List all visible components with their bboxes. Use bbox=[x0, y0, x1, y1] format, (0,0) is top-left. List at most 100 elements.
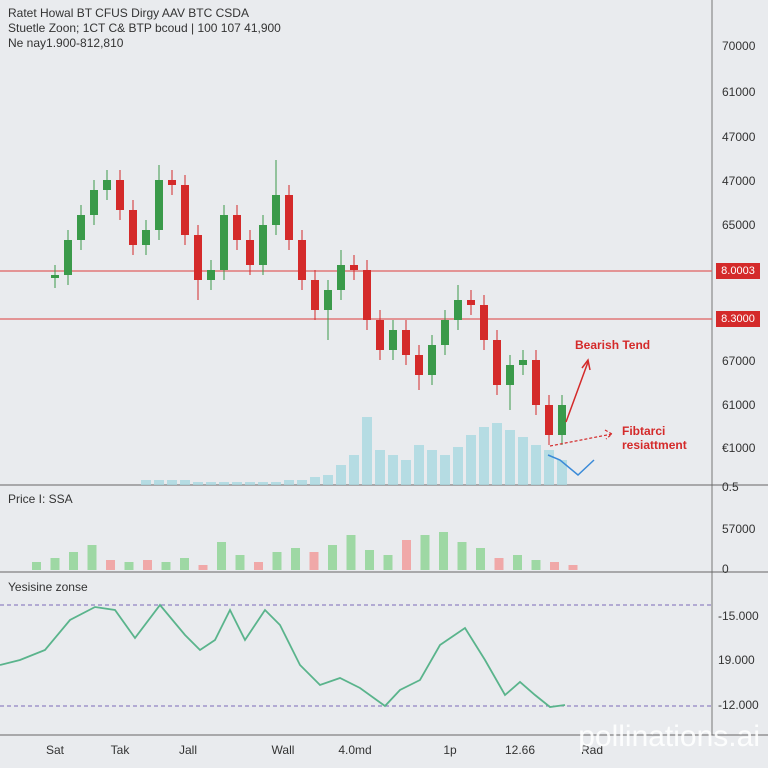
oscillator-line bbox=[0, 603, 566, 708]
volume-bar bbox=[453, 447, 463, 485]
candle-body bbox=[337, 265, 345, 290]
candle-body bbox=[376, 320, 384, 350]
volume-bar bbox=[258, 482, 268, 485]
candle-body bbox=[77, 215, 85, 240]
bar bbox=[106, 560, 115, 570]
annotation-line: Fibtarci bbox=[622, 424, 665, 438]
volume-bar bbox=[414, 445, 424, 485]
bar bbox=[87, 545, 97, 570]
candle-body bbox=[220, 215, 228, 270]
x-tick-label: Sat bbox=[46, 743, 65, 757]
volume-bar bbox=[440, 455, 450, 485]
level-label: 8.3000 bbox=[721, 313, 755, 325]
bar bbox=[235, 555, 245, 570]
annotation: Fibtarci resiattment bbox=[622, 424, 687, 452]
bar bbox=[50, 558, 60, 570]
x-tick-label: Rad bbox=[581, 743, 603, 757]
bar bbox=[254, 562, 263, 570]
candle-body bbox=[363, 270, 371, 320]
volume-bar bbox=[310, 477, 320, 485]
x-tick-label: 12.66 bbox=[505, 743, 535, 757]
volume-bar bbox=[167, 480, 177, 485]
bar bbox=[143, 560, 152, 570]
bar bbox=[328, 545, 337, 570]
bar bbox=[402, 540, 411, 570]
bar bbox=[272, 552, 282, 570]
volume-bar bbox=[336, 465, 346, 485]
candle-body bbox=[467, 300, 475, 305]
candle-body bbox=[272, 195, 280, 225]
x-tick-label: 1p bbox=[443, 743, 457, 757]
level-label-box bbox=[716, 263, 760, 279]
axis-label: 70000 bbox=[722, 39, 756, 53]
bar bbox=[217, 542, 226, 570]
panel-title: Price I: SSA bbox=[8, 492, 73, 506]
candle-body bbox=[415, 355, 423, 375]
bar bbox=[383, 555, 393, 570]
candle-body bbox=[532, 360, 540, 405]
panel-title: Yesisine zonse bbox=[8, 580, 88, 594]
watermark: pollinations.ai bbox=[578, 720, 760, 753]
candle-body bbox=[441, 320, 449, 345]
volume-bar bbox=[518, 437, 528, 485]
candle-body bbox=[350, 265, 358, 270]
volume-bar bbox=[401, 460, 411, 485]
candle-body bbox=[402, 330, 410, 355]
axis-label: 0 bbox=[722, 562, 729, 576]
candle-body bbox=[298, 240, 306, 280]
annotation: Bearish Tend bbox=[575, 338, 650, 352]
volume-bar bbox=[206, 482, 216, 485]
bar bbox=[32, 562, 41, 570]
candle-body bbox=[155, 180, 163, 230]
candle-body bbox=[545, 405, 553, 435]
volume-bar bbox=[505, 430, 515, 485]
candle-body bbox=[90, 190, 98, 215]
volume-bar bbox=[362, 417, 372, 485]
axis-label: -15.000 bbox=[718, 609, 759, 623]
volume-bar bbox=[544, 450, 554, 485]
candle-body bbox=[233, 215, 241, 240]
x-tick-label: Tak bbox=[111, 743, 131, 757]
candle-body bbox=[246, 240, 254, 265]
candle-body bbox=[428, 345, 436, 375]
bar bbox=[550, 562, 559, 570]
bar bbox=[531, 560, 541, 570]
volume-bar bbox=[271, 482, 281, 485]
bar bbox=[180, 558, 189, 570]
bar bbox=[346, 535, 356, 570]
x-tick-label: 4.0md bbox=[338, 743, 371, 757]
axis-label: 61000 bbox=[722, 398, 756, 412]
candle-body bbox=[142, 230, 150, 245]
volume-bar bbox=[479, 427, 489, 485]
level-label: 8.0003 bbox=[721, 265, 755, 277]
bar bbox=[420, 535, 430, 570]
candle-body bbox=[519, 360, 527, 365]
candle-body bbox=[493, 340, 501, 385]
volume-bar bbox=[245, 482, 255, 485]
bar bbox=[494, 558, 504, 570]
volume-bar bbox=[323, 475, 333, 485]
axis-label: 67000 bbox=[722, 354, 756, 368]
candle-body bbox=[51, 275, 59, 278]
x-tick-label: Wall bbox=[272, 743, 295, 757]
bar bbox=[365, 550, 374, 570]
candle-body bbox=[207, 270, 215, 280]
volume-bar bbox=[427, 450, 437, 485]
bar bbox=[513, 555, 522, 570]
candle-body bbox=[168, 180, 176, 185]
bar bbox=[124, 562, 134, 570]
volume-bar bbox=[492, 423, 502, 485]
axis-label: 57000 bbox=[722, 522, 756, 536]
annotation-arrow bbox=[565, 358, 591, 423]
bar bbox=[309, 552, 319, 570]
volume-bar bbox=[141, 480, 151, 485]
chart-note: Ne nay1.900-812,810 bbox=[8, 36, 124, 50]
candle-body bbox=[454, 300, 462, 320]
volume-bar bbox=[284, 480, 294, 485]
volume-bar bbox=[193, 482, 203, 485]
axis-label: 47000 bbox=[722, 174, 756, 188]
volume-bar bbox=[297, 480, 307, 485]
candle-body bbox=[129, 210, 137, 245]
